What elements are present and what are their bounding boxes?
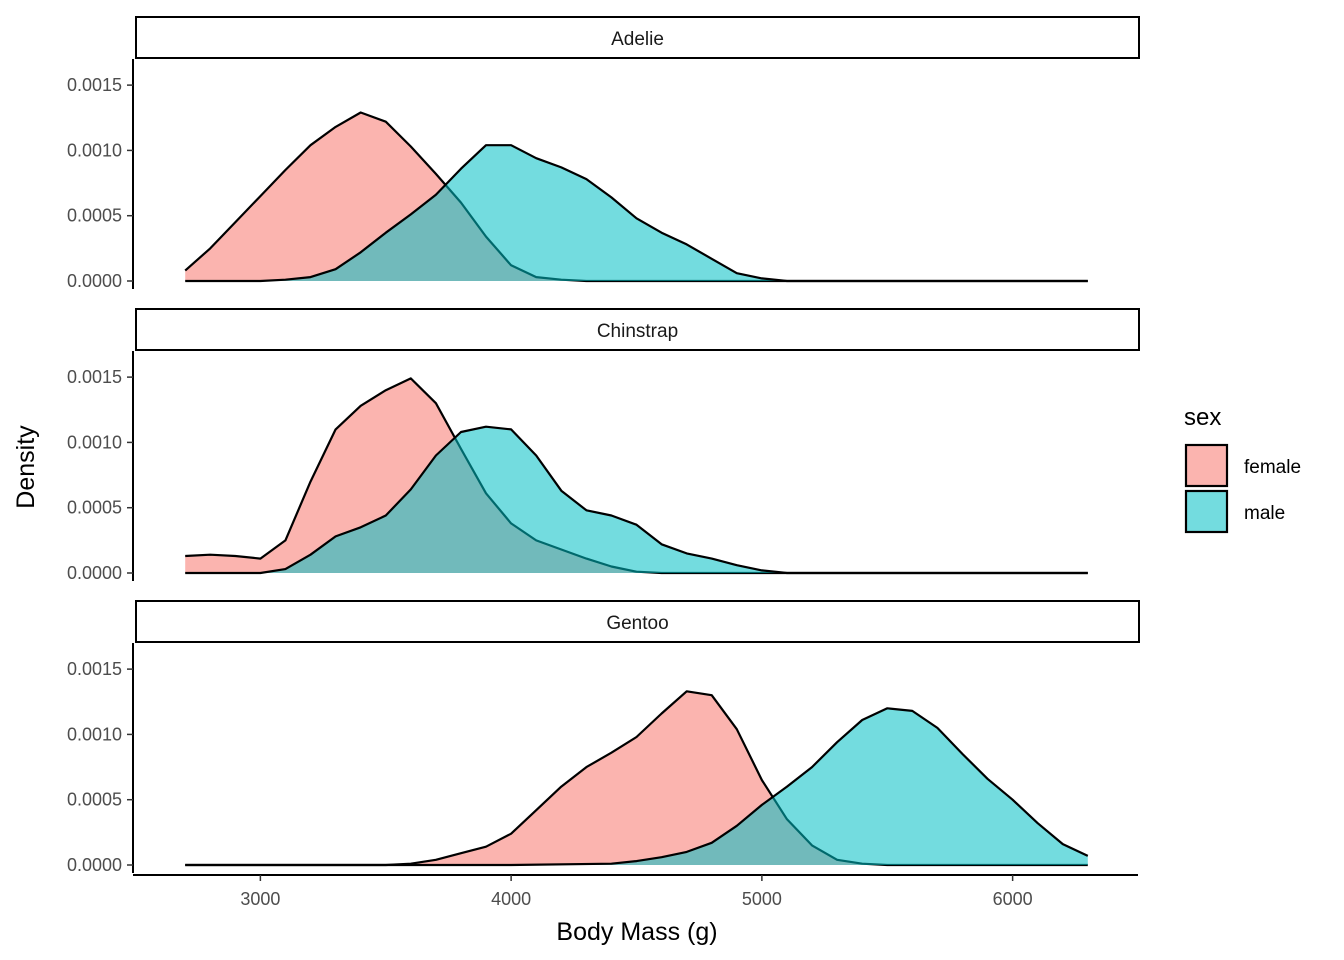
y-tick-label: 0.0015	[67, 75, 122, 95]
x-axis-title: Body Mass (g)	[556, 918, 717, 946]
density-area-male	[185, 145, 1088, 281]
density-outline-male	[185, 144, 1088, 283]
legend-key	[1184, 489, 1229, 534]
panel-chinstrap: Chinstrap 0.0000 0.0005 0.0010 0.0015	[67, 308, 1140, 583]
legend: sex female male	[1184, 404, 1301, 534]
facet-strip	[135, 600, 1140, 643]
x-tick-label: 4000	[491, 889, 531, 909]
legend-label: male	[1244, 503, 1285, 524]
panel-gentoo: Gentoo 0.0000 0.0005 0.0010 0.0015	[67, 600, 1140, 875]
legend-item-male: male	[1184, 489, 1285, 534]
density-area-male	[185, 426, 1088, 573]
legend-label: female	[1244, 457, 1301, 478]
facet-panels: Adelie 0.0000 0.0005 0.0010 0.0015 Chinstrap 0…	[67, 16, 1140, 875]
y-tick-label: 0.0000	[67, 563, 122, 583]
y-tick-label: 0.0015	[67, 659, 122, 679]
y-tick-label: 0.0010	[67, 432, 122, 452]
facet-strip	[135, 16, 1140, 59]
x-tick-label: 5000	[742, 889, 782, 909]
y-tick-label: 0.0000	[67, 855, 122, 875]
facet-strip-label: Gentoo	[606, 613, 668, 634]
density-outline-male	[185, 707, 1089, 867]
facet-strip	[135, 308, 1140, 351]
y-axis-title: Density	[12, 425, 40, 509]
y-tick-label: 0.0010	[67, 724, 122, 744]
facet-strip-label: Chinstrap	[597, 321, 678, 342]
y-tick-label: 0.0000	[67, 271, 122, 291]
legend-item-female: female	[1184, 443, 1301, 488]
y-tick-label: 0.0005	[67, 206, 122, 226]
density-outline-male	[185, 425, 1088, 575]
y-tick-label: 0.0005	[67, 790, 122, 810]
facet-strip-label: Adelie	[611, 29, 664, 50]
density-area-female	[185, 691, 1088, 865]
x-tick-label: 6000	[993, 889, 1033, 909]
legend-key	[1184, 443, 1229, 488]
y-tick-label: 0.0005	[67, 498, 122, 518]
x-tick-label: 3000	[240, 889, 280, 909]
y-tick-label: 0.0015	[67, 367, 122, 387]
y-tick-label: 0.0010	[67, 140, 122, 160]
x-axis: 3000 4000 5000 6000	[133, 874, 1138, 909]
panel-adelie: Adelie 0.0000 0.0005 0.0010 0.0015	[67, 16, 1140, 291]
density-area-male	[185, 708, 1088, 865]
legend-items: female male	[1184, 443, 1301, 534]
legend-title: sex	[1184, 404, 1221, 431]
